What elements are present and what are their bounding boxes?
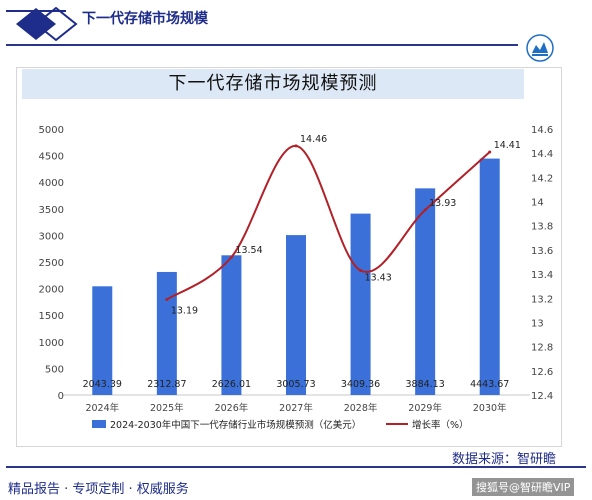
x-tick-label: 2025年 — [150, 402, 184, 414]
y-right-tick-label: 12.8 — [531, 343, 553, 354]
y-right-tick-label: 13.2 — [531, 294, 553, 305]
watermark: 搜狐号@智研瞻VIP — [472, 478, 575, 496]
y-right-tick-label: 14 — [531, 198, 544, 209]
growth-rate-label: 14.41 — [494, 140, 521, 151]
bar — [350, 213, 371, 395]
top-divider — [6, 44, 518, 46]
chart-title-band — [22, 69, 524, 99]
growth-rate-label: 14.46 — [300, 134, 327, 145]
y-left-tick-label: 0 — [58, 391, 64, 402]
y-left-tick-label: 1500 — [39, 311, 64, 322]
x-tick-label: 2024年 — [85, 402, 119, 414]
x-tick-label: 2028年 — [344, 402, 378, 414]
growth-rate-point — [488, 150, 492, 154]
y-right-tick-label: 14.6 — [531, 125, 553, 136]
x-tick-label: 2027年 — [279, 402, 313, 414]
growth-rate-label: 13.54 — [235, 245, 262, 256]
y-left-tick-label: 500 — [45, 364, 64, 375]
growth-rate-label: 13.19 — [171, 305, 198, 316]
y-left-tick-label: 2500 — [39, 258, 64, 269]
growth-rate-point — [229, 255, 233, 259]
y-left-tick-label: 4000 — [39, 178, 64, 189]
data-source: 数据来源：智研瞻 — [452, 452, 557, 467]
y-right-tick-label: 12.6 — [531, 367, 553, 378]
legend-bar-label: 2024-2030年中国下一代存储行业市场规模预测（亿美元） — [110, 419, 361, 431]
bar — [415, 188, 436, 395]
y-right-tick-label: 14.4 — [531, 149, 553, 160]
y-left-tick-label: 1000 — [39, 338, 64, 349]
chart-title: 下一代存储市场规模预测 — [168, 73, 378, 94]
brand-logo — [6, 6, 78, 42]
x-tick-label: 2029年 — [408, 402, 442, 414]
growth-rate-point — [165, 297, 169, 301]
y-right-tick-label: 13 — [531, 318, 544, 329]
growth-rate-label: 13.43 — [365, 272, 392, 283]
bar-value-label: 4443.67 — [470, 379, 509, 390]
y-left-tick-label: 3000 — [39, 231, 64, 242]
bar — [221, 255, 242, 395]
y-right-tick-label: 13.6 — [531, 246, 553, 257]
bar — [479, 158, 500, 395]
bar-value-label: 3409.36 — [341, 379, 380, 390]
x-tick-label: 2026年 — [215, 402, 249, 414]
y-left-tick-label: 3500 — [39, 205, 64, 216]
y-left-tick-label: 2000 — [39, 285, 64, 296]
y-left-tick-label: 4500 — [39, 152, 64, 163]
brand-badge-icon — [526, 34, 554, 62]
footer-tagline: 精品报告 · 专项定制 · 权威服务 — [8, 482, 189, 497]
bar-value-label: 3005.73 — [276, 379, 315, 390]
y-right-tick-label: 13.4 — [531, 270, 553, 281]
growth-rate-point — [423, 208, 427, 212]
growth-rate-label: 13.93 — [429, 198, 456, 209]
bar-value-label: 2043.39 — [83, 379, 122, 390]
y-left-tick-label: 5000 — [39, 125, 64, 136]
bar-value-label: 2626.01 — [212, 379, 251, 390]
bar — [286, 235, 306, 395]
growth-rate-line — [166, 144, 491, 301]
legend-line-label: 增长率（%） — [412, 419, 469, 431]
bar-value-label: 2312.87 — [147, 379, 186, 390]
bar-value-label: 3884.13 — [405, 379, 444, 390]
logo-diamond-outline — [34, 6, 78, 42]
legend-bar-swatch — [92, 420, 106, 428]
bar — [92, 286, 113, 395]
growth-rate-point — [294, 144, 298, 148]
header-title: 下一代存储市场规模 — [82, 11, 208, 27]
bar — [156, 271, 177, 395]
x-tick-label: 2030年 — [473, 402, 507, 414]
growth-rate-point — [359, 268, 363, 272]
bottom-divider — [6, 466, 586, 468]
y-right-tick-label: 14.2 — [531, 173, 553, 184]
y-right-tick-label: 12.4 — [531, 391, 553, 402]
y-right-tick-label: 13.8 — [531, 222, 553, 233]
